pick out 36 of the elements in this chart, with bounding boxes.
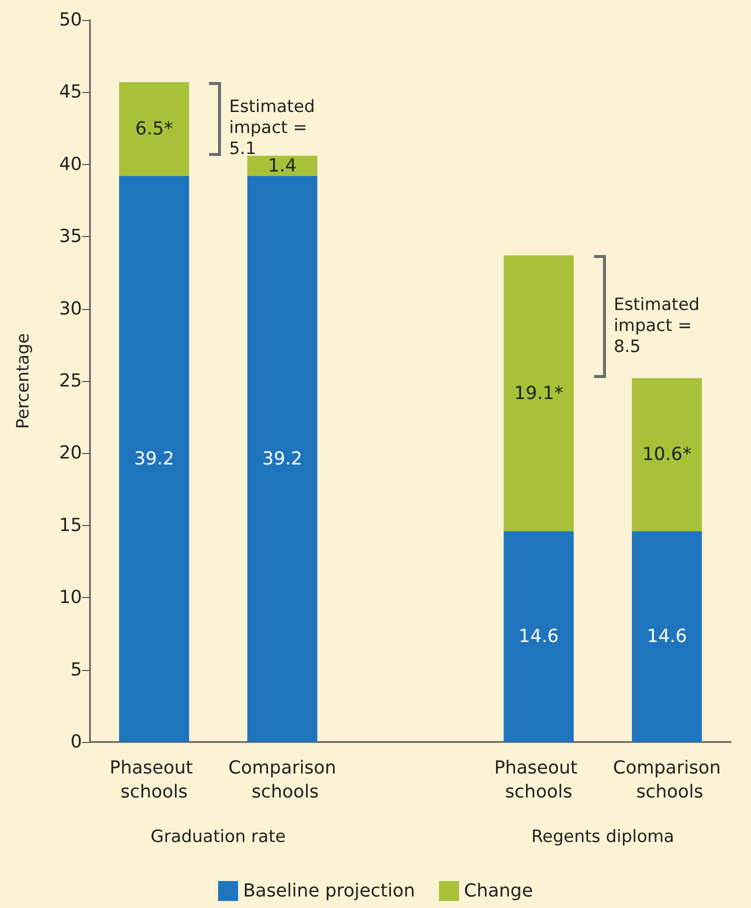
y-tick-label: 10 <box>59 587 82 608</box>
legend-label: Change <box>464 880 533 902</box>
bar <box>504 255 574 532</box>
y-tick-label: 25 <box>59 370 82 392</box>
bar <box>504 531 574 742</box>
bar <box>119 176 190 742</box>
y-axis-title: Percentage <box>14 333 34 429</box>
legend-label: Baseline projection <box>243 880 416 902</box>
x-tick-label: Comparison schools <box>613 758 721 802</box>
y-tick-label: 45 <box>59 82 82 103</box>
data-label: 39.2 <box>262 448 302 470</box>
data-label: 14.6 <box>518 626 559 648</box>
y-tick-label: 50 <box>59 10 82 30</box>
y-tick-label: 40 <box>59 154 82 175</box>
data-label: 39.2 <box>134 448 174 470</box>
y-tick-label: 35 <box>59 226 82 248</box>
x-tick-label: Comparison schools <box>228 758 336 802</box>
bar <box>632 531 702 742</box>
bar <box>632 378 702 532</box>
data-label: 6.5* <box>135 118 173 140</box>
y-tick-label: 20 <box>59 442 82 464</box>
y-tick-label: 15 <box>59 514 82 536</box>
bar <box>119 82 190 176</box>
x-tick-label: Phaseout schools <box>494 758 584 802</box>
y-tick-label: 30 <box>59 298 82 320</box>
bar <box>247 156 318 176</box>
text: Graduation rate <box>150 827 286 848</box>
y-tick-label: 0 <box>70 732 82 752</box>
y-tick-label: 5 <box>70 659 82 680</box>
annotation: Estimated impact = 8.5 <box>614 294 701 358</box>
data-label: 10.6* <box>642 444 692 466</box>
data-label: 19.1* <box>514 382 564 404</box>
data-label: 14.6 <box>646 626 687 648</box>
text: Regents diploma <box>531 827 674 848</box>
bar <box>247 176 318 742</box>
x-tick-label: Phaseout schools <box>110 758 199 802</box>
